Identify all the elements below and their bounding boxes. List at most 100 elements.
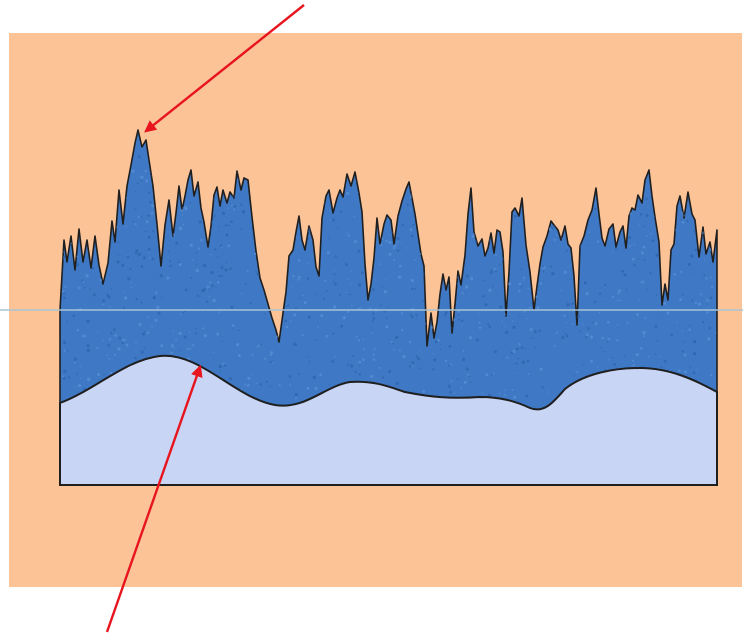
texture-speckle <box>593 300 597 304</box>
texture-speckle <box>491 373 493 376</box>
arrow-to-peak <box>144 4 305 133</box>
texture-speckle <box>227 244 231 248</box>
texture-speckle <box>184 288 188 292</box>
texture-speckle <box>315 339 318 341</box>
texture-speckle <box>638 223 641 225</box>
texture-speckle <box>140 216 143 218</box>
texture-speckle <box>624 355 626 357</box>
texture-speckle <box>224 224 228 227</box>
texture-speckle <box>703 274 706 276</box>
texture-speckle <box>189 348 192 350</box>
texture-speckle <box>518 282 522 286</box>
texture-speckle <box>614 247 617 250</box>
texture-speckle <box>639 281 641 283</box>
texture-speckle <box>681 220 685 224</box>
texture-speckle <box>642 331 646 335</box>
texture-speckle <box>527 287 529 290</box>
texture-speckle <box>312 375 316 379</box>
texture-speckle <box>388 369 392 373</box>
texture-speckle <box>463 380 467 384</box>
texture-speckle <box>484 303 488 307</box>
texture-speckle <box>76 255 79 258</box>
texture-speckle <box>418 367 421 370</box>
texture-speckle <box>565 249 568 252</box>
texture-speckle <box>613 363 616 366</box>
texture-speckle <box>117 253 120 256</box>
texture-speckle <box>673 272 677 276</box>
texture-speckle <box>512 349 516 354</box>
texture-speckle <box>286 305 288 308</box>
texture-speckle <box>469 381 472 384</box>
texture-speckle <box>160 344 164 348</box>
texture-speckle <box>189 331 191 333</box>
texture-speckle <box>385 239 388 243</box>
texture-speckle <box>169 264 172 268</box>
texture-speckle <box>503 389 506 392</box>
texture-speckle <box>468 375 471 378</box>
texture-speckle <box>209 281 212 284</box>
texture-speckle <box>64 285 67 288</box>
texture-speckle <box>468 336 473 340</box>
texture-speckle <box>498 263 501 266</box>
texture-speckle <box>461 323 463 326</box>
texture-speckle <box>582 335 584 337</box>
texture-speckle <box>213 214 216 217</box>
texture-speckle <box>372 353 375 356</box>
texture-speckle <box>415 355 418 358</box>
texture-speckle <box>550 226 554 230</box>
texture-speckle <box>444 311 448 315</box>
texture-speckle <box>151 325 153 328</box>
texture-speckle <box>692 371 696 375</box>
texture-speckle <box>253 252 257 256</box>
texture-speckle <box>236 343 240 347</box>
texture-speckle <box>409 313 412 316</box>
texture-speckle <box>264 313 266 315</box>
texture-speckle <box>658 355 661 358</box>
texture-speckle <box>332 332 335 335</box>
texture-speckle <box>406 203 409 206</box>
texture-speckle <box>208 296 210 298</box>
texture-speckle <box>680 218 683 221</box>
texture-speckle <box>127 277 131 281</box>
texture-speckle <box>225 233 229 237</box>
texture-speckle <box>196 294 200 297</box>
texture-speckle <box>172 330 175 332</box>
texture-speckle <box>693 229 695 232</box>
texture-speckle <box>621 269 625 273</box>
texture-speckle <box>680 211 684 214</box>
texture-speckle <box>520 285 523 288</box>
texture-speckle <box>212 217 215 220</box>
texture-speckle <box>642 245 646 249</box>
texture-speckle <box>611 356 614 359</box>
texture-speckle <box>379 263 382 265</box>
texture-speckle <box>148 200 152 204</box>
texture-speckle <box>623 273 627 277</box>
texture-speckle <box>690 254 694 258</box>
texture-speckle <box>140 265 144 268</box>
texture-speckle <box>223 364 227 367</box>
texture-speckle <box>61 375 64 378</box>
texture-speckle <box>345 263 348 267</box>
texture-speckle <box>373 347 376 350</box>
texture-speckle <box>159 274 163 278</box>
texture-speckle <box>122 338 126 342</box>
texture-speckle <box>192 258 194 261</box>
texture-speckle <box>85 274 89 278</box>
texture-speckle <box>293 313 297 317</box>
texture-speckle <box>601 336 604 340</box>
texture-speckle <box>216 280 220 284</box>
texture-speckle <box>79 365 81 368</box>
texture-speckle <box>240 203 243 206</box>
texture-speckle <box>170 351 173 355</box>
texture-speckle <box>195 263 197 266</box>
texture-speckle <box>643 259 646 262</box>
texture-speckle <box>512 325 516 329</box>
texture-speckle <box>353 215 356 218</box>
texture-speckle <box>450 380 453 383</box>
texture-speckle <box>180 208 184 212</box>
texture-speckle <box>328 196 330 199</box>
texture-speckle <box>301 334 304 337</box>
texture-speckle <box>566 303 570 307</box>
texture-speckle <box>291 285 293 287</box>
texture-speckle <box>209 253 212 256</box>
